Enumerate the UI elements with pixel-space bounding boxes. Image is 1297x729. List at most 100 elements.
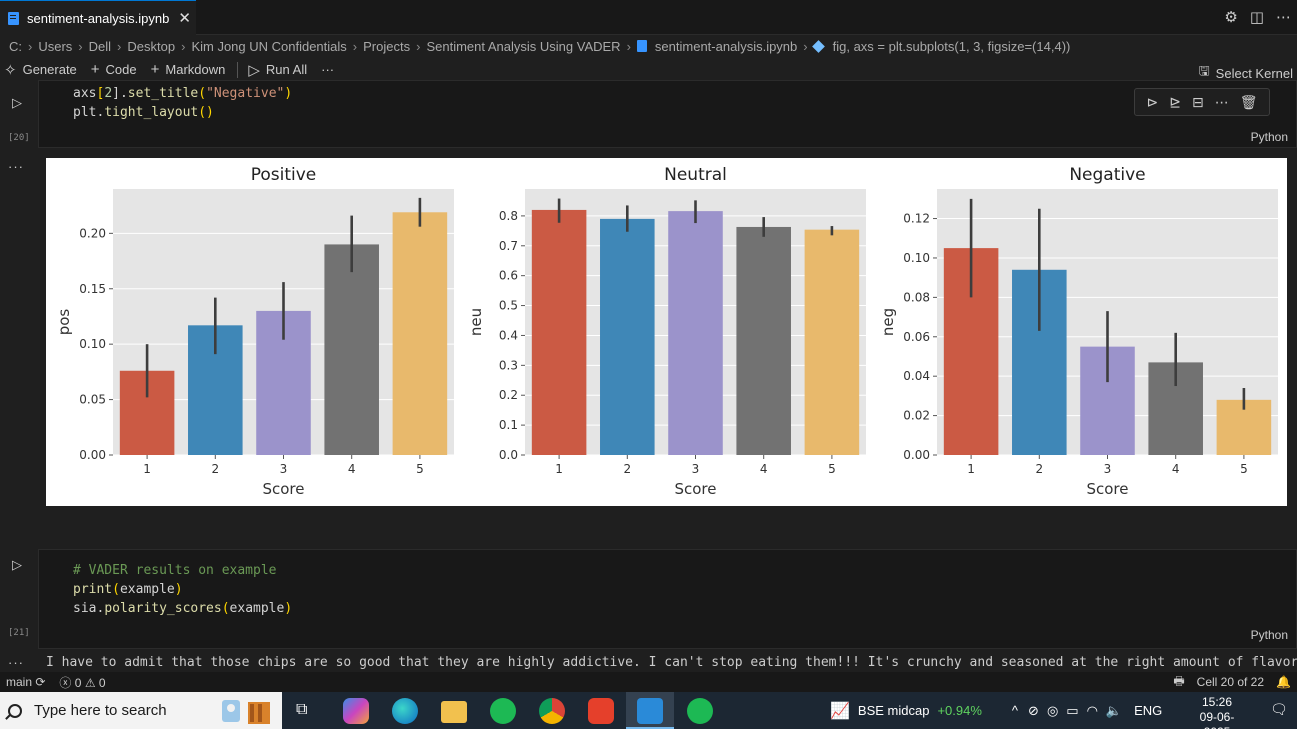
- taskbar: Type here to search ⧉ 📈 BSE midcap +0.94…: [0, 692, 1297, 729]
- breadcrumb-item[interactable]: Desktop: [127, 38, 176, 54]
- chevron-right-icon: ›: [28, 38, 33, 54]
- cell-language[interactable]: Python: [1250, 628, 1288, 642]
- y-tick-label: 0.05: [79, 393, 106, 407]
- figure-svg: 0.000.050.100.150.201 2 3 4 5PositiveScorepo…: [55, 165, 1278, 498]
- x-tick-label: 3: [692, 462, 700, 476]
- file-explorer-icon[interactable]: [441, 701, 467, 723]
- more-actions-icon[interactable]: ⋯: [1276, 9, 1291, 26]
- run-cell-button[interactable]: ▷: [12, 95, 22, 110]
- breadcrumb-item[interactable]: fig, axs = plt.subplots(1, 3, figsize=(1…: [832, 38, 1071, 54]
- status-bar: main ⟳ ⓧ 0 ⚠ 0 🖶 Cell 20 of 22 🔔: [0, 672, 1297, 692]
- wps-office-icon[interactable]: [588, 698, 614, 724]
- more-toolbar-button[interactable]: ···: [321, 62, 335, 77]
- printer-icon[interactable]: 🖶: [1173, 673, 1185, 688]
- editor-actions: ⚙ ◫ ⋯: [1224, 8, 1291, 26]
- y-axis-label: neg: [879, 308, 897, 336]
- add-code-button[interactable]: + Code: [91, 61, 137, 78]
- editor-tab[interactable]: sentiment-analysis.ipynb ✕: [0, 0, 196, 35]
- breadcrumb-item[interactable]: sentiment-analysis.ipynb: [654, 38, 798, 54]
- bar: [392, 212, 448, 455]
- spotify-icon[interactable]: [687, 698, 713, 724]
- code-cell-21[interactable]: # VADER results on example print(example…: [38, 549, 1297, 649]
- chevron-right-icon: ›: [117, 38, 122, 54]
- cell-position[interactable]: Cell 20 of 22: [1196, 675, 1265, 689]
- vscode-taskbar-active[interactable]: [626, 692, 674, 729]
- breadcrumb-item[interactable]: Projects: [363, 38, 411, 54]
- spotify-icon[interactable]: [490, 698, 516, 724]
- chrome-icon[interactable]: [539, 698, 565, 724]
- split-cell-icon[interactable]: ⊟: [1191, 93, 1204, 110]
- run-all-button[interactable]: ▷ Run All: [248, 61, 307, 79]
- plus-icon: +: [150, 61, 160, 78]
- breadcrumb-item[interactable]: C:: [9, 38, 22, 54]
- notifications-icon[interactable]: 🗨: [1270, 701, 1288, 717]
- notebook-editor: ▷ axs[2].set_title("Negative") plt.tight…: [0, 80, 1297, 672]
- breadcrumb-item[interactable]: Dell: [88, 38, 112, 54]
- stock-name[interactable]: BSE midcap: [857, 703, 930, 718]
- taskbar-search[interactable]: Type here to search: [0, 692, 282, 729]
- close-tab-icon[interactable]: ✕: [178, 10, 191, 27]
- tray-icon[interactable]: ◎: [1046, 702, 1059, 718]
- volume-icon[interactable]: 🔈: [1105, 702, 1123, 718]
- y-tick-label: 0.3: [499, 358, 518, 372]
- chevron-right-icon: ›: [626, 38, 631, 54]
- x-tick-label: 5: [1240, 462, 1248, 476]
- x-tick-label: 4: [348, 462, 356, 476]
- bar: [668, 211, 723, 455]
- breadcrumb-item[interactable]: Users: [38, 38, 73, 54]
- tab-title: sentiment-analysis.ipynb: [27, 10, 170, 26]
- stock-change[interactable]: +0.94%: [937, 703, 982, 718]
- select-kernel-button[interactable]: 🖫 Select Kernel: [1199, 62, 1293, 84]
- battery-icon[interactable]: ▭: [1066, 702, 1079, 718]
- vscode-icon: [637, 698, 663, 724]
- run-by-line-icon[interactable]: ⊳: [1146, 93, 1159, 110]
- problems-indicator[interactable]: ⓧ 0 ⚠ 0: [59, 675, 106, 690]
- code-cell-20[interactable]: axs[2].set_title("Negative") plt.tight_l…: [38, 80, 1297, 148]
- breadcrumb-item[interactable]: Kim Jong UN Confidentials: [191, 38, 347, 54]
- execute-below-icon[interactable]: ⊵: [1169, 93, 1181, 110]
- error-icon: ⓧ: [59, 675, 72, 690]
- output-more-icon[interactable]: ···: [8, 655, 24, 670]
- breadcrumb: C: › Users › Dell › Desktop › Kim Jong UN Co…: [0, 35, 1297, 57]
- select-kernel-label: Select Kernel: [1215, 65, 1293, 81]
- output-more-icon[interactable]: ···: [8, 159, 24, 174]
- more-icon[interactable]: ⋯: [1214, 93, 1229, 110]
- generate-button[interactable]: ✧ Generate: [4, 61, 77, 79]
- tray-icon[interactable]: ⊘: [1028, 702, 1039, 718]
- system-tray: 📈 BSE midcap +0.94% ^ ⊘ ◎ ▭ ◠ 🔈 ENG: [830, 692, 1162, 729]
- x-axis-label: Score: [1086, 480, 1128, 498]
- delete-icon[interactable]: 🗑: [1239, 93, 1258, 110]
- x-tick-label: 5: [828, 462, 836, 476]
- y-tick-label: 0.1: [499, 418, 518, 432]
- split-editor-icon[interactable]: ◫: [1249, 9, 1264, 26]
- cell-language[interactable]: Python: [1250, 130, 1288, 144]
- bar: [736, 226, 791, 455]
- notebook-icon: [636, 40, 647, 52]
- chart-title: Neutral: [664, 165, 727, 185]
- y-tick-label: 0.10: [903, 251, 930, 265]
- play-icon: ▷: [248, 61, 260, 79]
- input-language[interactable]: ENG: [1134, 703, 1163, 718]
- breadcrumb-item[interactable]: Sentiment Analysis Using VADER: [426, 38, 621, 54]
- y-tick-label: 0.04: [903, 369, 930, 383]
- x-tick-label: 4: [760, 462, 768, 476]
- edge-icon[interactable]: [392, 698, 418, 724]
- code-label: Code: [105, 62, 137, 77]
- x-tick-label: 2: [1035, 462, 1043, 476]
- clock[interactable]: 15:26 09-06-2025: [1192, 695, 1242, 729]
- run-cell-button[interactable]: ▷: [12, 557, 22, 572]
- gear-icon[interactable]: ⚙: [1224, 9, 1238, 26]
- chevron-up-icon[interactable]: ^: [1011, 703, 1019, 718]
- stock-chart-icon[interactable]: 📈: [830, 702, 850, 720]
- execution-count: [20]: [8, 133, 30, 143]
- branch-indicator[interactable]: main ⟳: [6, 675, 46, 689]
- wifi-icon[interactable]: ◠: [1086, 702, 1098, 718]
- copilot-icon[interactable]: [343, 698, 369, 724]
- bell-icon[interactable]: 🔔: [1276, 675, 1291, 689]
- generate-label: Generate: [22, 62, 77, 77]
- task-view-icon[interactable]: ⧉: [296, 701, 308, 718]
- add-markdown-button[interactable]: + Markdown: [151, 61, 226, 78]
- x-tick-label: 2: [623, 462, 631, 476]
- editor-tab-bar: sentiment-analysis.ipynb ✕ ⚙ ◫ ⋯: [0, 0, 1297, 35]
- y-tick-label: 0.00: [903, 448, 930, 462]
